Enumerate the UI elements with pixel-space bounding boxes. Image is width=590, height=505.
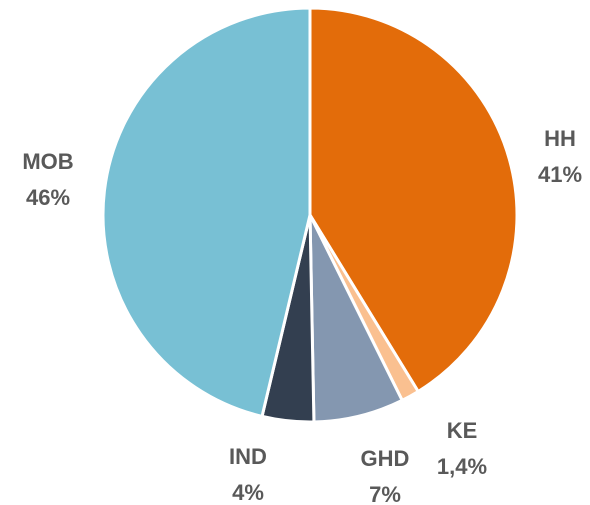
slice-value-label: 46% (26, 185, 70, 210)
slice-label: KE (447, 418, 478, 443)
slice-label: MOB (22, 149, 73, 174)
slice-value-label: 1,4% (437, 454, 487, 479)
slice-value-label: 7% (369, 482, 401, 505)
slice-label: GHD (361, 446, 410, 471)
slice-label: HH (544, 126, 576, 151)
slice-value-label: 4% (232, 480, 264, 505)
pie-slice (308, 6, 519, 393)
pie-slice (101, 6, 312, 418)
slice-label: IND (229, 444, 267, 469)
slice-value-label: 41% (538, 162, 582, 187)
